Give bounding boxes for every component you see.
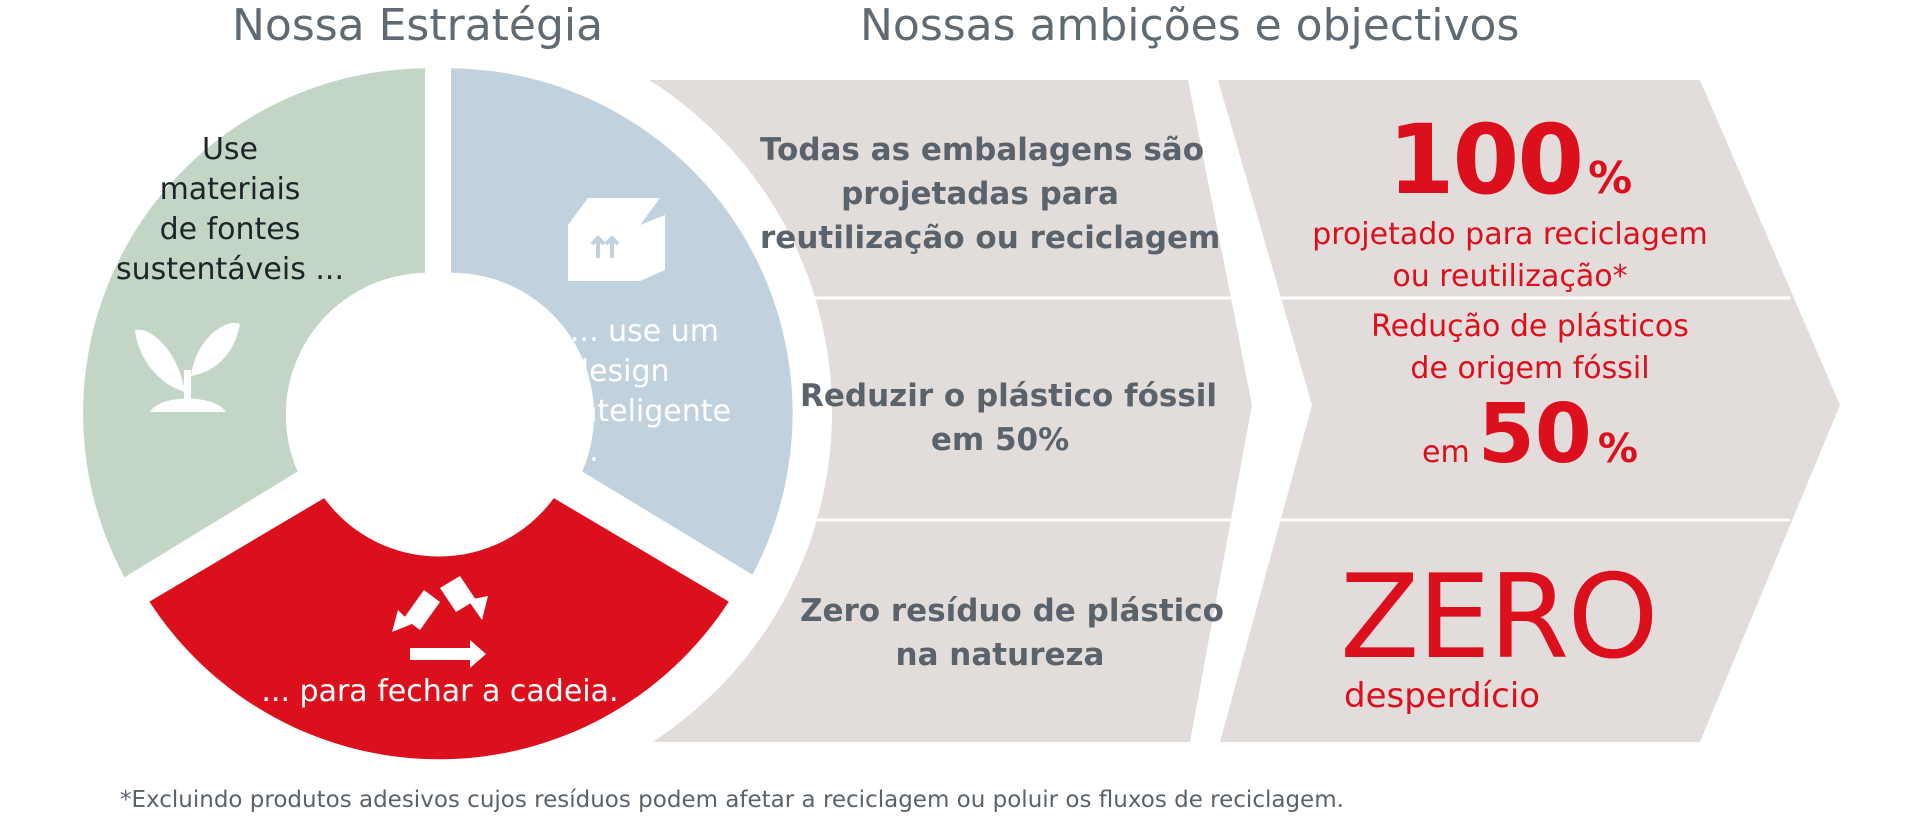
ambition-zero-waste: Zero resíduo de plástico na natureza <box>800 589 1224 677</box>
segment-line: sustentáveis ... <box>116 252 344 287</box>
goal-zero-waste: ZERO desperdício <box>1340 550 1659 717</box>
goal-fossil-reduction: Redução de plásticos de origem fóssil em… <box>1330 306 1730 476</box>
ambition-line: Zero resíduo de plástico <box>800 593 1224 629</box>
segment-text-close-loop: ... para fechar a cadeia. <box>240 672 640 712</box>
goal-line: projetado para reciclagem <box>1312 217 1708 252</box>
segment-line: materiais <box>159 172 301 207</box>
segment-text-design: ... use um design inteligente ... <box>570 312 731 472</box>
ambition-line: em 50% <box>930 422 1070 458</box>
segment-line: de fontes <box>159 212 301 247</box>
ambition-line: reutilização ou reciclagem <box>760 220 1221 256</box>
footnote: *Excluindo produtos adesivos cujos resíd… <box>120 787 1344 813</box>
ambition-packaging: Todas as embalagens são projetadas para … <box>760 128 1221 260</box>
goals-chevron <box>1218 80 1840 742</box>
goal-prefix: em <box>1422 435 1470 470</box>
goal-big-word: ZERO <box>1340 550 1659 685</box>
segment-line: ... para fechar a cadeia. <box>261 674 619 709</box>
goal-sub: desperdício <box>1344 676 1541 716</box>
segment-line: design <box>570 354 670 389</box>
ambition-line: na natureza <box>895 637 1105 673</box>
goal-line: Redução de plásticos <box>1371 309 1689 344</box>
ambition-line: Reduzir o plástico fóssil <box>800 378 1218 414</box>
strategy-heading: Nossa Estratégia <box>232 0 604 51</box>
goal-percent: % <box>1588 153 1633 204</box>
segment-line: ... use um <box>570 314 720 349</box>
segment-line: ... <box>570 434 599 469</box>
segment-line: inteligente <box>570 394 731 429</box>
plant-icon <box>135 322 240 412</box>
segment-sustainable-materials <box>83 68 425 578</box>
goal-big-number: 50 <box>1477 387 1592 482</box>
goal-recyclable: 100% projetado para reciclagem ou reutil… <box>1300 112 1720 298</box>
ambition-line: Todas as embalagens são <box>760 132 1205 168</box>
ambition-line: projetadas para <box>841 176 1119 212</box>
goal-line: de origem fóssil <box>1410 351 1650 386</box>
segment-smart-design <box>451 68 793 575</box>
segment-close-loop <box>149 498 729 760</box>
segment-line: Use <box>201 132 259 167</box>
recycle-icon <box>392 576 488 668</box>
ambition-fossil-plastic: Reduzir o plástico fóssil em 50% <box>800 374 1218 462</box>
segment-text-materials: Use materiais de fontes sustentáveis ... <box>110 130 350 290</box>
goal-percent: % <box>1597 426 1638 472</box>
ambitions-heading: Nossas ambições e objectivos <box>860 0 1520 51</box>
goal-big-number: 100 <box>1387 104 1584 216</box>
box-icon <box>568 198 665 281</box>
goal-line: ou reutilização* <box>1392 259 1628 294</box>
